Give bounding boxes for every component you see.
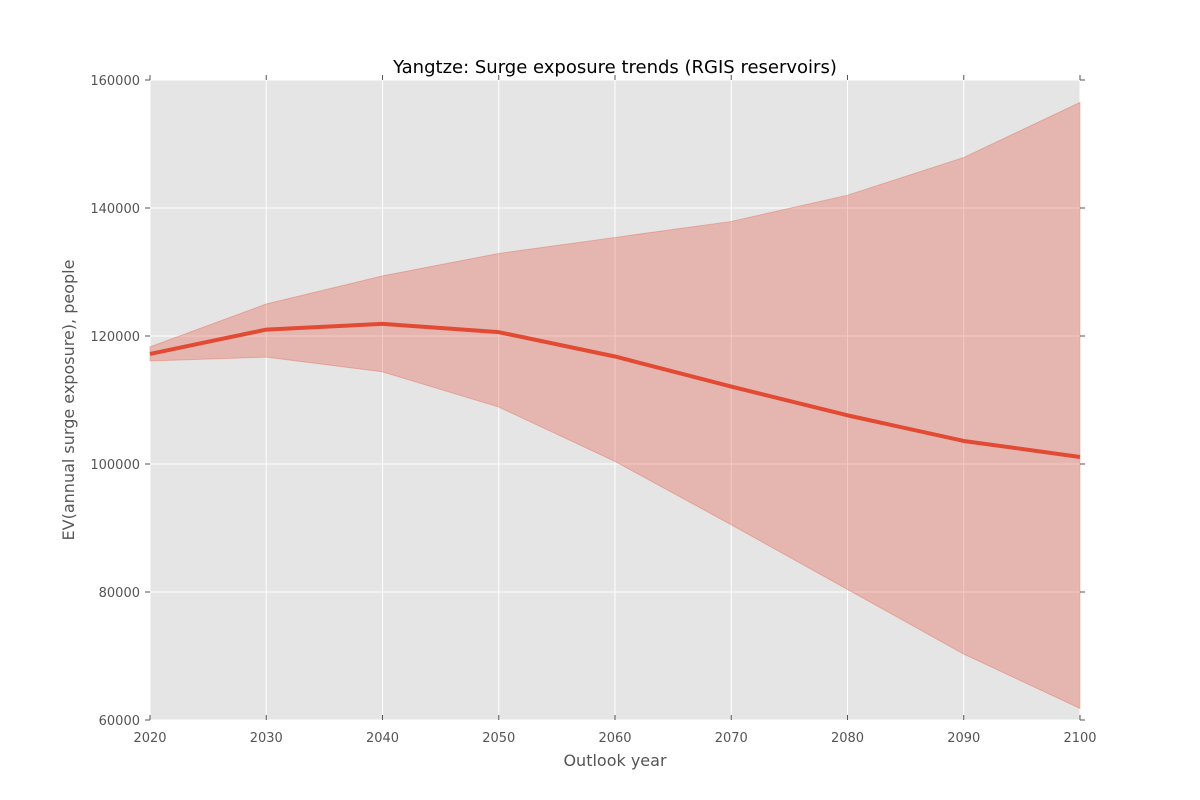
- series-line-group: [149, 321, 1081, 459]
- y-axis-label: EV(annual surge exposure), people: [59, 260, 78, 541]
- x-tick-label: 2070: [715, 731, 748, 746]
- x-axis-label: Outlook year: [563, 751, 667, 770]
- y-tick-label: 120000: [90, 330, 140, 345]
- y-tick-label: 100000: [90, 458, 140, 473]
- uncertainty-band: [149, 101, 1081, 710]
- x-tick-label: 2100: [1063, 731, 1096, 746]
- chart-title: Yangtze: Surge exposure trends (RGIS res…: [392, 57, 837, 78]
- x-tick-label: 2040: [366, 731, 399, 746]
- x-tick-label: 2030: [250, 731, 283, 746]
- y-tick-label: 160000: [90, 74, 140, 89]
- x-axis-ticks: 2020 2030 2040 2050 2060 2070 2080 2090 2100: [133, 75, 1097, 746]
- y-tick-label: 80000: [99, 586, 140, 601]
- x-tick-label: 2020: [133, 731, 166, 746]
- y-tick-label: 140000: [90, 202, 140, 217]
- uncertainty-band-group: [149, 101, 1081, 710]
- x-tick-label: 2080: [831, 731, 864, 746]
- y-axis-ticks: 60000 80000 100000 120000 140000 160000: [90, 74, 1085, 729]
- x-tick-label: 2050: [482, 731, 515, 746]
- x-tick-label: 2090: [947, 731, 980, 746]
- x-tick-label: 2060: [598, 731, 631, 746]
- y-tick-label: 60000: [99, 714, 140, 729]
